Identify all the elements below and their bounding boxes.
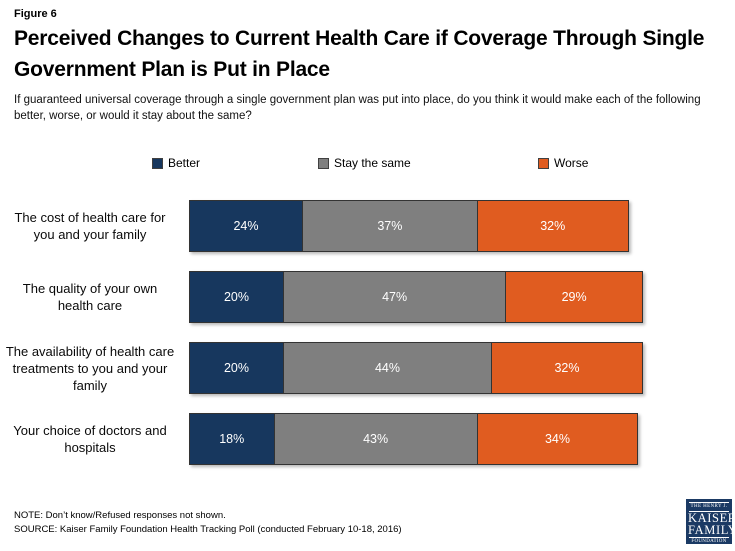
bar-segment-stay-the-same: 43%: [273, 413, 478, 465]
category-label: Your choice of doctors and hospitals: [13, 423, 167, 455]
stacked-bar-chart: The cost of health care for you and your…: [0, 200, 735, 484]
value-label: 32%: [554, 361, 580, 375]
bar-segment-better: 20%: [189, 342, 284, 394]
legend-swatch: [318, 157, 329, 169]
subtitle: If guaranteed universal coverage through…: [14, 94, 701, 122]
page-title: Perceived Changes to Current Health Care…: [14, 27, 705, 81]
legend-label: Stay the same: [334, 156, 411, 170]
value-label: 29%: [561, 290, 587, 304]
bar-segment-better: 24%: [189, 200, 303, 252]
value-label: 43%: [363, 432, 389, 446]
value-label: 32%: [540, 219, 566, 233]
note-text: NOTE: Don’t know/Refused responses not s…: [14, 510, 226, 521]
header: Figure 6 Perceived Changes to Current He…: [14, 8, 724, 124]
bar-segment-stay-the-same: 47%: [283, 271, 507, 323]
legend-item-better: Better: [152, 156, 200, 170]
chart-row: The cost of health care for you and your…: [0, 200, 735, 252]
value-label: 20%: [223, 290, 250, 304]
chart-row: Your choice of doctors and hospitals 18% 4…: [0, 413, 735, 465]
bar-segment-worse: 29%: [505, 271, 643, 323]
bar-segment-worse: 34%: [476, 413, 639, 465]
legend-label: Better: [168, 156, 201, 170]
legend-swatch: [152, 157, 163, 169]
legend-item-stay-the-same: Stay the same: [318, 156, 411, 170]
footnotes: NOTE: Don’t know/Refused responses not s…: [14, 509, 402, 536]
category-label: The quality of your own health care: [22, 281, 158, 313]
bar-segment-better: 20%: [189, 271, 284, 323]
bar-segment-stay-the-same: 37%: [302, 200, 478, 252]
figure-label: Figure 6: [14, 8, 57, 20]
chart-row: The quality of your own health care 20% 47…: [0, 271, 735, 323]
stacked-bar: 20% 47% 29%: [189, 271, 643, 323]
bar-segment-worse: 32%: [476, 200, 629, 252]
legend-item-worse: Worse: [538, 156, 588, 170]
value-label: 44%: [374, 361, 401, 375]
category-label: The cost of health care for you and your…: [14, 210, 166, 242]
value-label: 34%: [544, 432, 571, 446]
value-label: 18%: [219, 432, 245, 446]
legend-label: Worse: [554, 156, 589, 170]
legend: Better Stay the same Worse: [0, 156, 735, 172]
stacked-bar: 20% 44% 32%: [189, 342, 643, 394]
bar-segment-better: 18%: [189, 413, 275, 465]
legend-swatch: [538, 157, 549, 169]
bar-segment-worse: 32%: [491, 342, 643, 394]
value-label: 47%: [382, 290, 408, 304]
stacked-bar: 24% 37% 32%: [189, 200, 629, 252]
logo-line-foundation: FOUNDATION: [689, 537, 729, 545]
bar-segment-stay-the-same: 44%: [283, 342, 492, 394]
source-text: SOURCE: Kaiser Family Foundation Health …: [14, 523, 402, 535]
chart-row: The availability of health care treatmen…: [0, 342, 735, 394]
stacked-bar: 18% 43% 34%: [189, 413, 639, 465]
kff-foundation-logo: THE HENRY J. KAISER FAMILY FOUNDATION: [686, 499, 735, 545]
logo-line-kaiser: KAISER: [688, 511, 735, 525]
value-label: 37%: [377, 219, 403, 233]
value-label: 20%: [223, 361, 250, 375]
category-label: The availability of health care treatmen…: [5, 343, 175, 393]
value-label: 24%: [233, 219, 259, 233]
logo-line-henry: THE HENRY J.: [689, 502, 729, 512]
logo-line-family: FAMILY: [688, 523, 735, 537]
